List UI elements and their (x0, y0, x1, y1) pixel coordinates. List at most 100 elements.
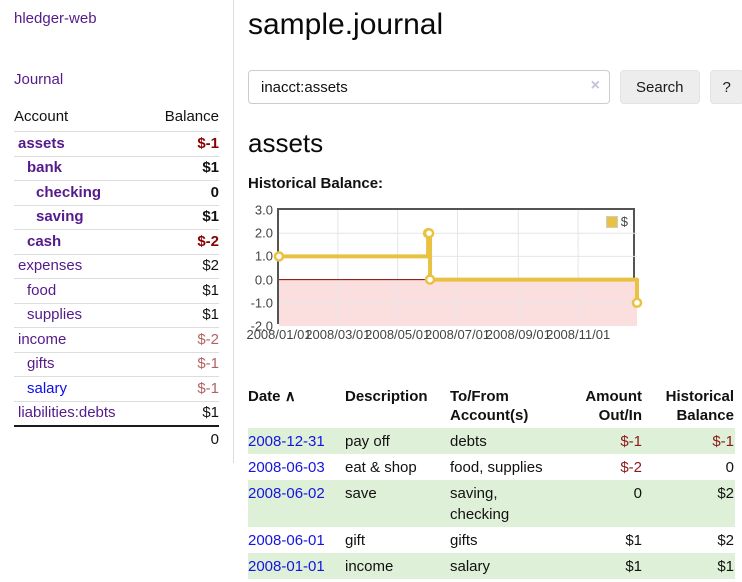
register-amount: 0 (563, 480, 643, 527)
account-link[interactable]: saving (36, 208, 84, 225)
account-heading: assets (248, 128, 324, 158)
register-description: eat & shop (345, 458, 417, 476)
register-table: Date ∧ Description To/From Account(s) Am… (248, 385, 735, 579)
register-header-accounts: To/From Account(s) (450, 385, 563, 428)
register-date-link[interactable]: 2008-06-01 (248, 531, 325, 549)
accounts-total-row: 0 (14, 425, 219, 453)
register-date-link[interactable]: 2008-06-03 (248, 458, 325, 476)
x-tick-label: 2008/07/01 (424, 327, 491, 342)
accounts-header-row: Account Balance (14, 104, 219, 132)
search-box: × (248, 70, 610, 104)
sort-ascending-icon: ∧ (284, 388, 296, 405)
account-link[interactable]: gifts (27, 355, 55, 372)
chart-legend: $ (603, 213, 630, 230)
register-balance: $1 (643, 553, 735, 579)
y-tick-label: -1.0 (250, 295, 273, 311)
register-row: 2008-12-31 pay off debts $-1 $-1 (248, 428, 735, 454)
account-row: assets $-1 (14, 131, 219, 157)
register-description: income (345, 553, 450, 579)
register-accounts: salary (450, 553, 563, 579)
register-date-link[interactable]: 2008-06-02 (248, 484, 325, 502)
data-point-marker (273, 251, 285, 262)
account-balance: 0 (147, 180, 219, 206)
accounts-header-account: Account (14, 104, 148, 132)
register-amount: $1 (563, 553, 643, 579)
account-balance: $1 (147, 156, 219, 181)
register-balance: $-1 (643, 428, 735, 454)
account-row: expenses $2 (14, 254, 219, 279)
register-header-date[interactable]: Date ∧ (248, 385, 345, 428)
accounts-table: Account Balance assets $-1 bank $1 checking 0… (14, 104, 219, 453)
account-link[interactable]: checking (36, 183, 102, 201)
sidebar-item-journal[interactable]: Journal (14, 71, 64, 88)
account-balance: $-1 (147, 376, 219, 402)
register-header-balance: Historical Balance (643, 385, 735, 428)
register-balance: 0 (725, 458, 734, 476)
accounts-header-balance: Balance (147, 104, 219, 132)
account-link[interactable]: income (18, 330, 67, 348)
chart-title: Historical Balance: (248, 175, 384, 192)
x-tick-label: 2008/03/01 (305, 327, 371, 342)
account-link[interactable]: food (27, 281, 57, 299)
account-balance: $-2 (147, 327, 219, 353)
register-header-amount: Amount Out/In (563, 385, 643, 428)
account-link[interactable]: supplies (27, 306, 83, 323)
y-tick-label: -2.0 (250, 318, 273, 334)
search-button[interactable]: Search (620, 70, 700, 104)
account-link[interactable]: assets (18, 134, 65, 152)
account-balance: $1 (147, 303, 219, 328)
register-row: 2008-06-02 save saving, checking 0 $2 (248, 480, 735, 527)
balance-header-line2: Balance (676, 407, 734, 424)
amount-header-line2: Out/In (598, 407, 642, 424)
date-header-label: Date (248, 388, 281, 405)
account-link[interactable]: cash (27, 232, 62, 250)
register-accounts: debts (450, 428, 563, 454)
account-row: income $-2 (14, 327, 219, 353)
account-balance: $-1 (147, 352, 219, 377)
data-point-marker (631, 297, 643, 309)
account-link[interactable]: bank (27, 159, 63, 176)
register-amount: $-2 (620, 458, 642, 476)
amount-header-line1: Amount (585, 388, 642, 405)
register-description: save (345, 480, 450, 527)
page-title: sample.journal (248, 8, 444, 41)
y-tick-label: 2.0 (254, 225, 273, 241)
account-link[interactable]: liabilities:debts (18, 404, 116, 421)
chart-svg (273, 210, 643, 326)
search-input[interactable] (248, 70, 610, 104)
legend-swatch-icon (605, 215, 618, 228)
account-balance: $1 (147, 401, 219, 427)
sidebar: hledger-web Journal Account Balance asse… (0, 0, 234, 463)
x-tick-label: 2008/09/01 (485, 327, 551, 342)
x-tick-label: 2008/11/01 (546, 327, 611, 342)
accounts-total-value: 0 (147, 425, 219, 453)
register-accounts: saving, checking (450, 480, 563, 527)
help-button[interactable]: ? (709, 70, 742, 104)
data-point-marker (423, 227, 435, 239)
register-header-description: Description (345, 388, 428, 405)
x-tick-label: 2008/05/01 (365, 327, 431, 342)
balance-header-line1: Historical (665, 388, 734, 405)
register-row: 2008-06-01 gift gifts $1 $2 (248, 527, 735, 553)
clear-search-icon[interactable]: × (590, 77, 600, 94)
register-date-link[interactable]: 2008-01-01 (248, 557, 325, 575)
account-row: cash $-2 (14, 229, 219, 255)
account-link[interactable]: expenses (18, 257, 83, 274)
y-tick-label: 1.0 (254, 248, 273, 264)
register-header-row: Date ∧ Description To/From Account(s) Am… (248, 385, 735, 428)
account-row: food $1 (14, 278, 219, 304)
register-description: pay off (345, 428, 450, 454)
register-accounts: food, supplies (450, 458, 543, 476)
register-amount: $1 (625, 531, 642, 549)
account-row: supplies $1 (14, 303, 219, 328)
register-balance: $2 (643, 480, 735, 527)
account-link[interactable]: salary (27, 379, 68, 397)
account-row: liabilities:debts $1 (14, 401, 219, 427)
register-date-link[interactable]: 2008-12-31 (248, 432, 325, 450)
data-point-marker (424, 274, 436, 285)
account-row: bank $1 (14, 156, 219, 181)
search-bar: × Search ? (248, 70, 742, 104)
legend-label: $ (620, 214, 628, 229)
y-tick-label: 0.0 (254, 272, 273, 288)
app-title-link[interactable]: hledger-web (14, 10, 97, 27)
